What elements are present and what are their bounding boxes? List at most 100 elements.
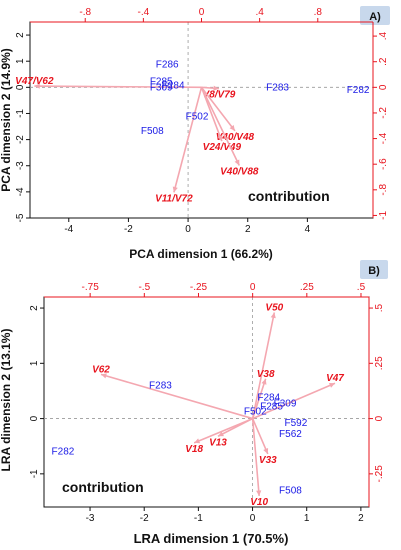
panel-a-contribution-note: contribution bbox=[248, 188, 330, 204]
panel-a-loading-arrowhead bbox=[217, 135, 223, 142]
panel-a-y-tick-label: 2 bbox=[15, 32, 26, 38]
panel-b-plot-frame bbox=[43, 296, 370, 508]
panel-a-observation-label: F285 bbox=[150, 77, 173, 88]
panel-b-x-tick-label: 1 bbox=[304, 513, 310, 524]
panel-b-loading-arrowhead bbox=[263, 447, 269, 454]
panel-a-x-tick-label: 2 bbox=[245, 224, 251, 235]
panel-b-loading-arrowhead bbox=[328, 382, 335, 388]
panel-a-loading-arrowhead bbox=[213, 85, 219, 91]
panel-a: A) contribution PCA dimension 1 (66.2%) … bbox=[0, 6, 390, 261]
panel-b-top-tick-label: .25 bbox=[300, 282, 314, 293]
panel-a-right-tick-label: -.2 bbox=[378, 107, 389, 119]
panel-b-x-tick-label: -1 bbox=[194, 513, 203, 524]
panel-a-loading-label: V47/V62 bbox=[15, 76, 54, 87]
panel-a-label-badge bbox=[360, 6, 390, 25]
panel-b-top-tick-label: 0 bbox=[250, 282, 256, 293]
panel-b-observation-label: F283 bbox=[149, 380, 172, 391]
panel-b-loading-arrowhead bbox=[256, 490, 262, 496]
panel-a-loading-label: V40/V48 bbox=[216, 132, 255, 143]
panel-a-y-tick-label: -3 bbox=[15, 161, 26, 170]
panel-b-loading-arrow bbox=[251, 378, 267, 419]
panel-a-y-tick-label: -1 bbox=[15, 109, 26, 118]
panel-a-x-tick-label: -2 bbox=[124, 224, 133, 235]
panel-b-loading-arrow bbox=[251, 312, 276, 419]
panel-b-loading-arrow bbox=[251, 418, 269, 455]
panel-b-observation-label: F592 bbox=[284, 418, 307, 429]
panel-b-top-tick-label: -.75 bbox=[82, 282, 100, 293]
panel-a-y-tick-label: -4 bbox=[15, 187, 26, 196]
panel-b-observation-label: F508 bbox=[279, 485, 302, 496]
panel-b-loading-arrow bbox=[251, 418, 260, 497]
panel-b-y-tick-label: -1 bbox=[29, 469, 40, 478]
panel-a-loading-arrow bbox=[200, 87, 223, 142]
panel-a-loading-label: V11/V72 bbox=[155, 193, 193, 204]
panel-a-right-tick-label: -.4 bbox=[378, 132, 389, 144]
panel-b-x-tick-label: 2 bbox=[358, 513, 364, 524]
panel-b-loading-arrow bbox=[193, 417, 253, 444]
panel-b-marks: -3 -2 -1 0 1 2 -1 0 1 2 -.75 -.5 -.25 0 .25 .5 -.25 0 .25.… bbox=[29, 282, 385, 524]
panel-a-loading-label: V24/V49 bbox=[203, 142, 242, 153]
panel-b-right-tick-label: 0 bbox=[374, 415, 385, 421]
panel-b-x-tick-label: 0 bbox=[250, 513, 256, 524]
panel-b-loading-label: V10 bbox=[250, 497, 268, 508]
panel-b-loading-label: V38 bbox=[257, 369, 275, 380]
panel-b-loading-arrowhead bbox=[194, 438, 201, 444]
panel-a-loading-arrowhead bbox=[34, 83, 40, 89]
panel-a-y-tick-label: 1 bbox=[15, 58, 26, 64]
panel-b-loading-label: V13 bbox=[209, 437, 227, 448]
panel-a-marks: -4 -2 0 2 4 -5 -4 -3 -2 -1 0 1 2 -.8 -.4 0 .4 .8 -1 -.8 -.6 -… bbox=[15, 7, 389, 235]
panel-b-loading-label: V62 bbox=[92, 364, 110, 375]
panel-a-observation-label: F286 bbox=[156, 59, 179, 70]
panel-a-y-axis-title: PCA dimension 2 (14.9%) bbox=[0, 48, 13, 192]
panel-b-top-tick-label: .5 bbox=[357, 282, 366, 293]
panel-a-x-axis-title: PCA dimension 1 (66.2%) bbox=[129, 247, 273, 261]
panel-b-top-tick-label: -.5 bbox=[138, 282, 150, 293]
panel-b-observation-label: F285 bbox=[260, 401, 283, 412]
panel-b-top-tick-label: -.25 bbox=[190, 282, 208, 293]
panel-a-loading-arrow bbox=[34, 85, 202, 89]
panel-b-observation-label: F309 bbox=[274, 399, 297, 410]
panel-a-loading-arrow bbox=[173, 87, 203, 193]
panel-b-observation-label: F284 bbox=[257, 393, 280, 404]
panel-a-observation-label: F282 bbox=[347, 85, 370, 96]
panel-a-x-tick-label: -4 bbox=[64, 224, 73, 235]
panel-b-label: B) bbox=[368, 265, 380, 277]
panel-b-y-tick-label: 1 bbox=[29, 360, 40, 366]
panel-a-right-tick-label: .4 bbox=[378, 31, 389, 40]
panel-a-observation-label: F502 bbox=[186, 112, 209, 123]
panel-a-y-tick-label: -5 bbox=[15, 213, 26, 222]
panel-b-right-tick-label: .5 bbox=[374, 303, 385, 312]
panel-a-observation-label: F283 bbox=[266, 82, 289, 93]
panel-a-right-tick-label: 0 bbox=[378, 84, 389, 90]
panel-b-loading-label: V50 bbox=[265, 302, 283, 313]
panel-b-loading-arrow bbox=[252, 382, 336, 420]
panel-b-x-tick-label: -3 bbox=[86, 513, 95, 524]
panel-a-x-tick-label: 4 bbox=[305, 224, 311, 235]
panel-b-observation-label: F502 bbox=[244, 406, 267, 417]
panel-a-top-tick-label: .4 bbox=[255, 7, 264, 18]
panel-a-label: A) bbox=[369, 11, 381, 23]
panel-a-x-tick-label: 0 bbox=[185, 224, 191, 235]
panel-b-loading-label: V47 bbox=[326, 373, 344, 384]
panel-a-top-tick-label: 0 bbox=[199, 7, 205, 18]
panel-b-observation-label: F282 bbox=[52, 447, 75, 458]
panel-b-loading-label: V33 bbox=[259, 455, 277, 466]
panel-a-loading-arrowhead bbox=[229, 125, 235, 131]
panel-a-observation-label: F284 bbox=[162, 81, 185, 92]
panel-a-right-tick-label: -.8 bbox=[378, 184, 389, 196]
panel-b-x-axis-title: LRA dimension 1 (70.5%) bbox=[134, 531, 289, 546]
panel-b: B) contribution LRA dimension 1 (70.5%) … bbox=[0, 260, 388, 546]
panel-a-y-tick-label: 0 bbox=[15, 84, 26, 90]
panel-b-loading-arrowhead bbox=[270, 312, 276, 319]
panel-a-right-tick-label: .2 bbox=[378, 57, 389, 66]
panel-a-y-tick-label: -2 bbox=[15, 135, 26, 144]
panel-b-loading-label: V18 bbox=[185, 444, 203, 455]
panel-a-loading-arrow bbox=[200, 86, 241, 166]
panel-b-loading-arrowhead bbox=[217, 431, 224, 437]
panel-b-loading-arrowhead bbox=[261, 378, 267, 385]
panel-b-loading-arrowhead bbox=[100, 373, 107, 379]
panel-b-right-tick-label: -.25 bbox=[374, 465, 385, 483]
panel-b-label-badge bbox=[360, 260, 388, 279]
panel-a-loading-arrow bbox=[200, 86, 236, 132]
